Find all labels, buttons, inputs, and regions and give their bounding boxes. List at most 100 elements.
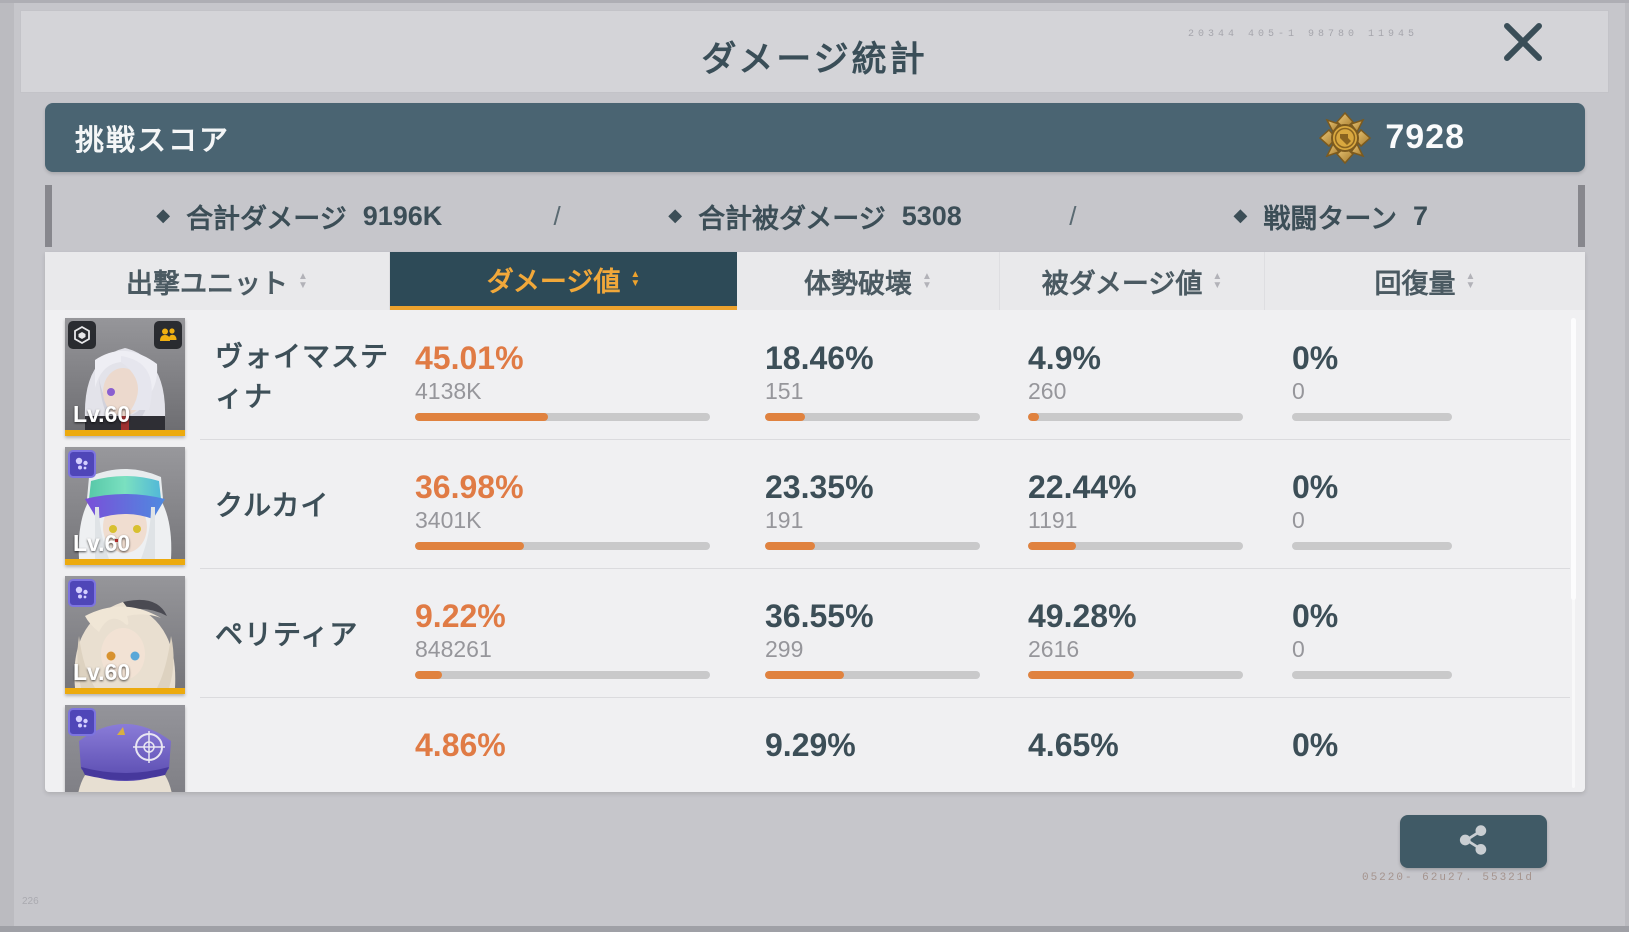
heal-bar <box>1292 413 1452 421</box>
title-bar: 20344 405-1 98780 11945 ダメージ統計 <box>20 10 1609 93</box>
diamond-icon: ◆ <box>668 204 683 225</box>
heal-percent: 0% <box>1292 469 1339 505</box>
table-scrollbar[interactable] <box>1571 318 1576 788</box>
taken-bar <box>1028 413 1243 421</box>
damage-value: 4138K <box>415 378 482 404</box>
taken-value: 2616 <box>1028 636 1080 662</box>
page-title: ダメージ統計 <box>701 40 928 79</box>
total-damage-summary: ◆ 合計ダメージ 9196K <box>45 197 554 236</box>
total-damage-taken-label: 合計被ダメージ <box>698 203 886 234</box>
heal-bar <box>1292 671 1452 679</box>
battle-turns-summary: ◆ 戦闘ターン 7 <box>1077 197 1586 236</box>
battle-turns-label: 戦闘ターン <box>1263 203 1397 234</box>
element-icon <box>68 708 96 736</box>
heal-percent: 0% <box>1292 727 1339 763</box>
poise-bar <box>765 671 980 679</box>
unit-level: Lv.60 <box>73 401 131 427</box>
share-icon <box>1459 825 1489 858</box>
taken-bar <box>1028 671 1243 679</box>
medal-icon <box>1319 111 1372 164</box>
damage-percent: 4.86% <box>415 727 506 763</box>
sort-arrows-icon: ▲ ▼ <box>1212 271 1223 291</box>
summary-edge <box>1578 185 1585 247</box>
tab-sortie-units[interactable]: 出撃ユニット ▲ ▼ <box>45 252 390 310</box>
element-icon <box>68 579 96 607</box>
decor-serial-text: 05220- 62u27. 55321d <box>1361 872 1534 884</box>
table-body: Lv.60 ヴォイマスティナ 45.01% 4138K 18.46% 151 4… <box>45 310 1585 792</box>
damage-bar <box>415 542 710 550</box>
tab-healing[interactable]: 回復量 ▲ ▼ <box>1265 252 1585 310</box>
unit-portrait[interactable] <box>65 705 185 792</box>
challenge-score-bar: 挑戦スコア <box>45 103 1585 172</box>
heal-percent: 0% <box>1292 598 1339 634</box>
poise-value: 299 <box>765 636 804 662</box>
tab-poise-break[interactable]: 体勢破壊 ▲ ▼ <box>737 252 1000 310</box>
sort-arrows-icon: ▲ ▼ <box>298 271 308 291</box>
unit-level: Lv.60 <box>73 530 131 556</box>
poise-value: 151 <box>765 378 804 404</box>
poise-bar <box>765 542 980 550</box>
element-icon <box>68 450 96 478</box>
team-icon <box>154 321 182 349</box>
damage-percent: 36.98% <box>415 469 524 505</box>
total-damage-taken-summary: ◆ 合計被ダメージ 5308 <box>561 197 1070 236</box>
sort-arrows-icon: ▲ ▼ <box>1465 271 1476 291</box>
element-icon <box>68 321 96 349</box>
heal-value: 0 <box>1292 636 1305 662</box>
unit-name: ヴォイマスティナ <box>215 340 390 412</box>
heal-percent: 0% <box>1292 340 1339 376</box>
decor-serial-text: 20344 405-1 98780 11945 <box>1187 29 1418 40</box>
close-icon <box>1495 23 1551 73</box>
challenge-score-label: 挑戦スコア <box>75 124 231 157</box>
challenge-score-value: 7928 <box>1385 118 1465 156</box>
total-damage-taken-value: 5308 <box>901 200 962 231</box>
taken-value: 260 <box>1028 378 1067 404</box>
table-row[interactable]: 4.86% 9.29% 4.65% 0% <box>45 697 1585 792</box>
taken-percent: 4.65% <box>1028 727 1119 763</box>
summary-separator: / <box>553 200 561 231</box>
tab-damage-value[interactable]: ダメージ値 ▲ ▼ <box>390 252 737 310</box>
decor-page-number: 226 <box>22 896 39 907</box>
heal-value: 0 <box>1292 507 1305 533</box>
taken-value: 1191 <box>1028 507 1078 533</box>
taken-percent: 22.44% <box>1028 469 1137 505</box>
diamond-icon: ◆ <box>156 204 171 225</box>
heal-value: 0 <box>1292 378 1305 404</box>
table-row[interactable]: Lv.60 クルカイ 36.98% 3401K 23.35% 191 22.44… <box>45 439 1585 568</box>
taken-percent: 49.28% <box>1028 598 1137 634</box>
stats-table: 出撃ユニット ▲ ▼ ダメージ値 ▲ ▼ 体勢破壊 ▲ ▼ 被ダメージ値 ▲ ▼ 回復量… <box>45 252 1585 792</box>
unit-name: クルカイ <box>215 489 330 521</box>
taken-bar <box>1028 542 1243 550</box>
total-damage-label: 合計ダメージ <box>186 203 347 234</box>
damage-percent: 9.22% <box>415 598 506 634</box>
damage-value: 848261 <box>415 636 492 662</box>
damage-percent: 45.01% <box>415 340 524 376</box>
diamond-icon: ◆ <box>1233 204 1248 225</box>
close-button[interactable] <box>1495 14 1551 70</box>
table-row[interactable]: Lv.60 ヴォイマスティナ 45.01% 4138K 18.46% 151 4… <box>45 310 1585 439</box>
tab-damage-taken[interactable]: 被ダメージ値 ▲ ▼ <box>1000 252 1265 310</box>
poise-percent: 9.29% <box>765 727 856 763</box>
poise-bar <box>765 413 980 421</box>
summary-separator: / <box>1069 200 1077 231</box>
share-button[interactable] <box>1400 815 1547 868</box>
total-damage-value: 9196K <box>362 200 443 231</box>
damage-value: 3401K <box>415 507 482 533</box>
battle-turns-value: 7 <box>1412 200 1429 231</box>
unit-level: Lv.60 <box>73 659 131 685</box>
unit-portrait[interactable]: Lv.60 <box>65 447 185 565</box>
poise-percent: 23.35% <box>765 469 874 505</box>
heal-bar <box>1292 542 1452 550</box>
table-row[interactable]: Lv.60 ペリティア 9.22% 848261 36.55% 299 49.2… <box>45 568 1585 697</box>
unit-portrait[interactable]: Lv.60 <box>65 576 185 694</box>
unit-portrait[interactable]: Lv.60 <box>65 318 185 436</box>
sort-arrows-icon: ▲ ▼ <box>630 269 641 289</box>
taken-percent: 4.9% <box>1028 340 1101 376</box>
damage-bar <box>415 671 710 679</box>
poise-value: 191 <box>765 507 804 533</box>
sort-arrows-icon: ▲ ▼ <box>922 271 932 291</box>
battle-summary-strip: ◆ 合計ダメージ 9196K / ◆ 合計被ダメージ 5308 / ◆ 戦闘ター… <box>45 185 1585 247</box>
poise-percent: 36.55% <box>765 598 874 634</box>
unit-name: ペリティア <box>215 618 359 650</box>
